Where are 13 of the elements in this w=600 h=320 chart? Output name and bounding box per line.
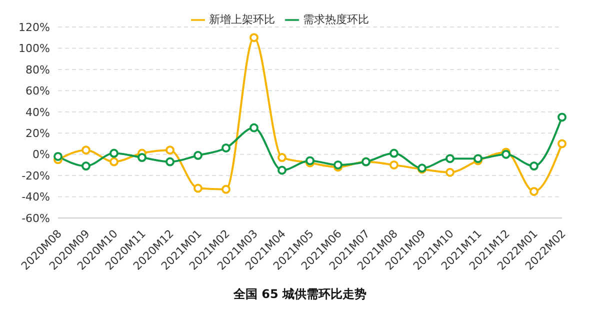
y-tick-label: 120% bbox=[18, 20, 50, 34]
y-tick-label: -20% bbox=[22, 169, 50, 182]
y-tick-label: 40% bbox=[26, 106, 50, 119]
y-tick-label: -40% bbox=[22, 190, 50, 204]
text: 全国 65 城供需环比走势 bbox=[232, 286, 368, 303]
y-tick-label: 80% bbox=[26, 63, 50, 76]
y-tick-label: 20% bbox=[26, 127, 50, 140]
legend-label: 新增上架环比 bbox=[209, 13, 275, 26]
y-tick-label: 0% bbox=[32, 148, 50, 162]
y-tick-label: -60% bbox=[22, 212, 50, 225]
y-tick-label: 100% bbox=[18, 42, 50, 56]
legend-label: 需求热度环比 bbox=[303, 13, 369, 26]
y-tick-label: 60% bbox=[26, 84, 50, 98]
